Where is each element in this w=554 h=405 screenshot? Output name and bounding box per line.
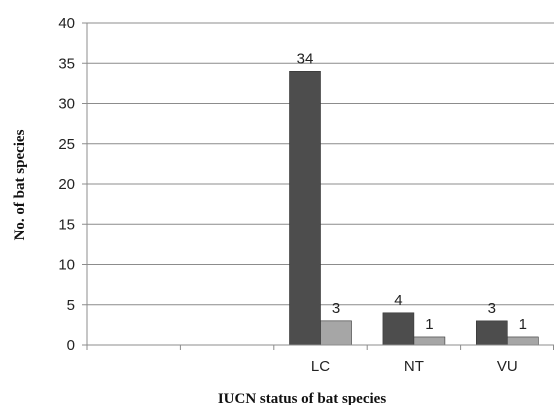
y-tick-label: 20: [58, 176, 75, 193]
x-tick-label: LC: [311, 358, 330, 375]
bars: [289, 71, 539, 346]
x-tick-label: NT: [404, 358, 424, 375]
data-label: 1: [519, 316, 527, 333]
x-tick-labels: LC NT VU: [311, 358, 518, 375]
y-tick-labels: 0 5 10 15 20 25 30 35 40: [58, 15, 75, 354]
x-axis-title: IUCN status of bat species: [218, 391, 386, 405]
y-tick-label: 10: [58, 257, 75, 274]
y-tick-label: 30: [58, 96, 75, 113]
x-tick-label: VU: [497, 358, 518, 375]
bar-lc-2: [320, 320, 352, 346]
bar-lc-1: [289, 71, 321, 346]
y-tick-label: 0: [67, 337, 75, 354]
data-label: 4: [394, 292, 402, 309]
bar-vu-2: [506, 336, 539, 346]
bar-nt-1: [382, 312, 415, 346]
y-tick-label: 40: [58, 15, 75, 32]
y-tick-label: 5: [67, 297, 75, 314]
y-axis-title: No. of bat species: [12, 129, 28, 240]
y-tick-label: 15: [58, 216, 75, 233]
data-label: 3: [488, 300, 496, 317]
data-label: 1: [425, 316, 433, 333]
data-label: 3: [332, 300, 340, 317]
bar-nt-2: [413, 336, 446, 346]
data-label: 34: [297, 50, 314, 67]
bar-vu-1: [475, 320, 508, 346]
y-tick-label: 25: [58, 136, 75, 153]
y-tick-label: 35: [58, 55, 75, 72]
